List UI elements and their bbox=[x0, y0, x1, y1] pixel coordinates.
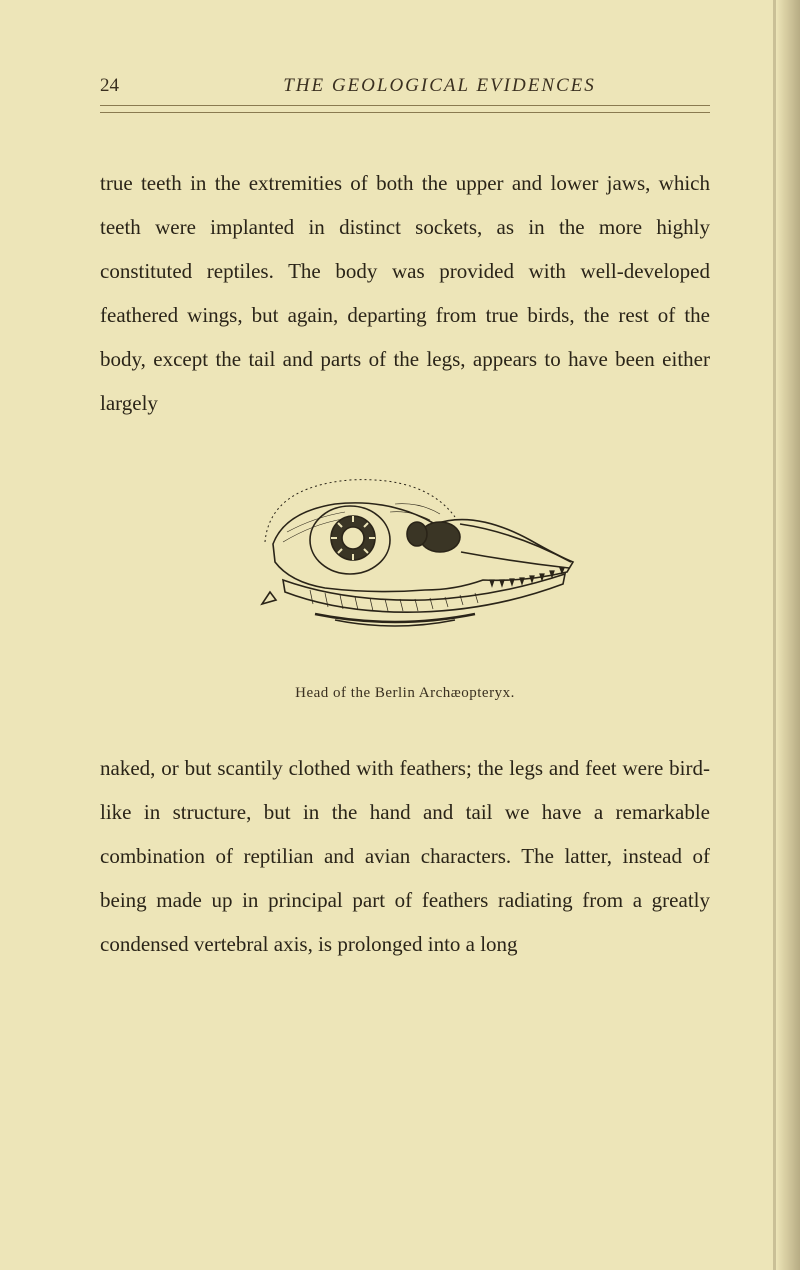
archaeopteryx-skull-illustration bbox=[225, 462, 585, 652]
page-edge-shadow bbox=[776, 0, 800, 1270]
figure-container: Head of the Berlin Archæopteryx. bbox=[100, 462, 710, 702]
header-rule bbox=[100, 112, 710, 113]
page-number: 24 bbox=[100, 75, 119, 97]
paragraph-1: true teeth in the extremities of both th… bbox=[100, 161, 710, 426]
running-head: THE GEOLOGICAL EVIDENCES bbox=[169, 75, 710, 97]
figure-caption: Head of the Berlin Archæopteryx. bbox=[100, 685, 710, 702]
page-header: 24 THE GEOLOGICAL EVIDENCES bbox=[100, 75, 710, 106]
paragraph-2: naked, or but scantily clothed with feat… bbox=[100, 746, 710, 966]
